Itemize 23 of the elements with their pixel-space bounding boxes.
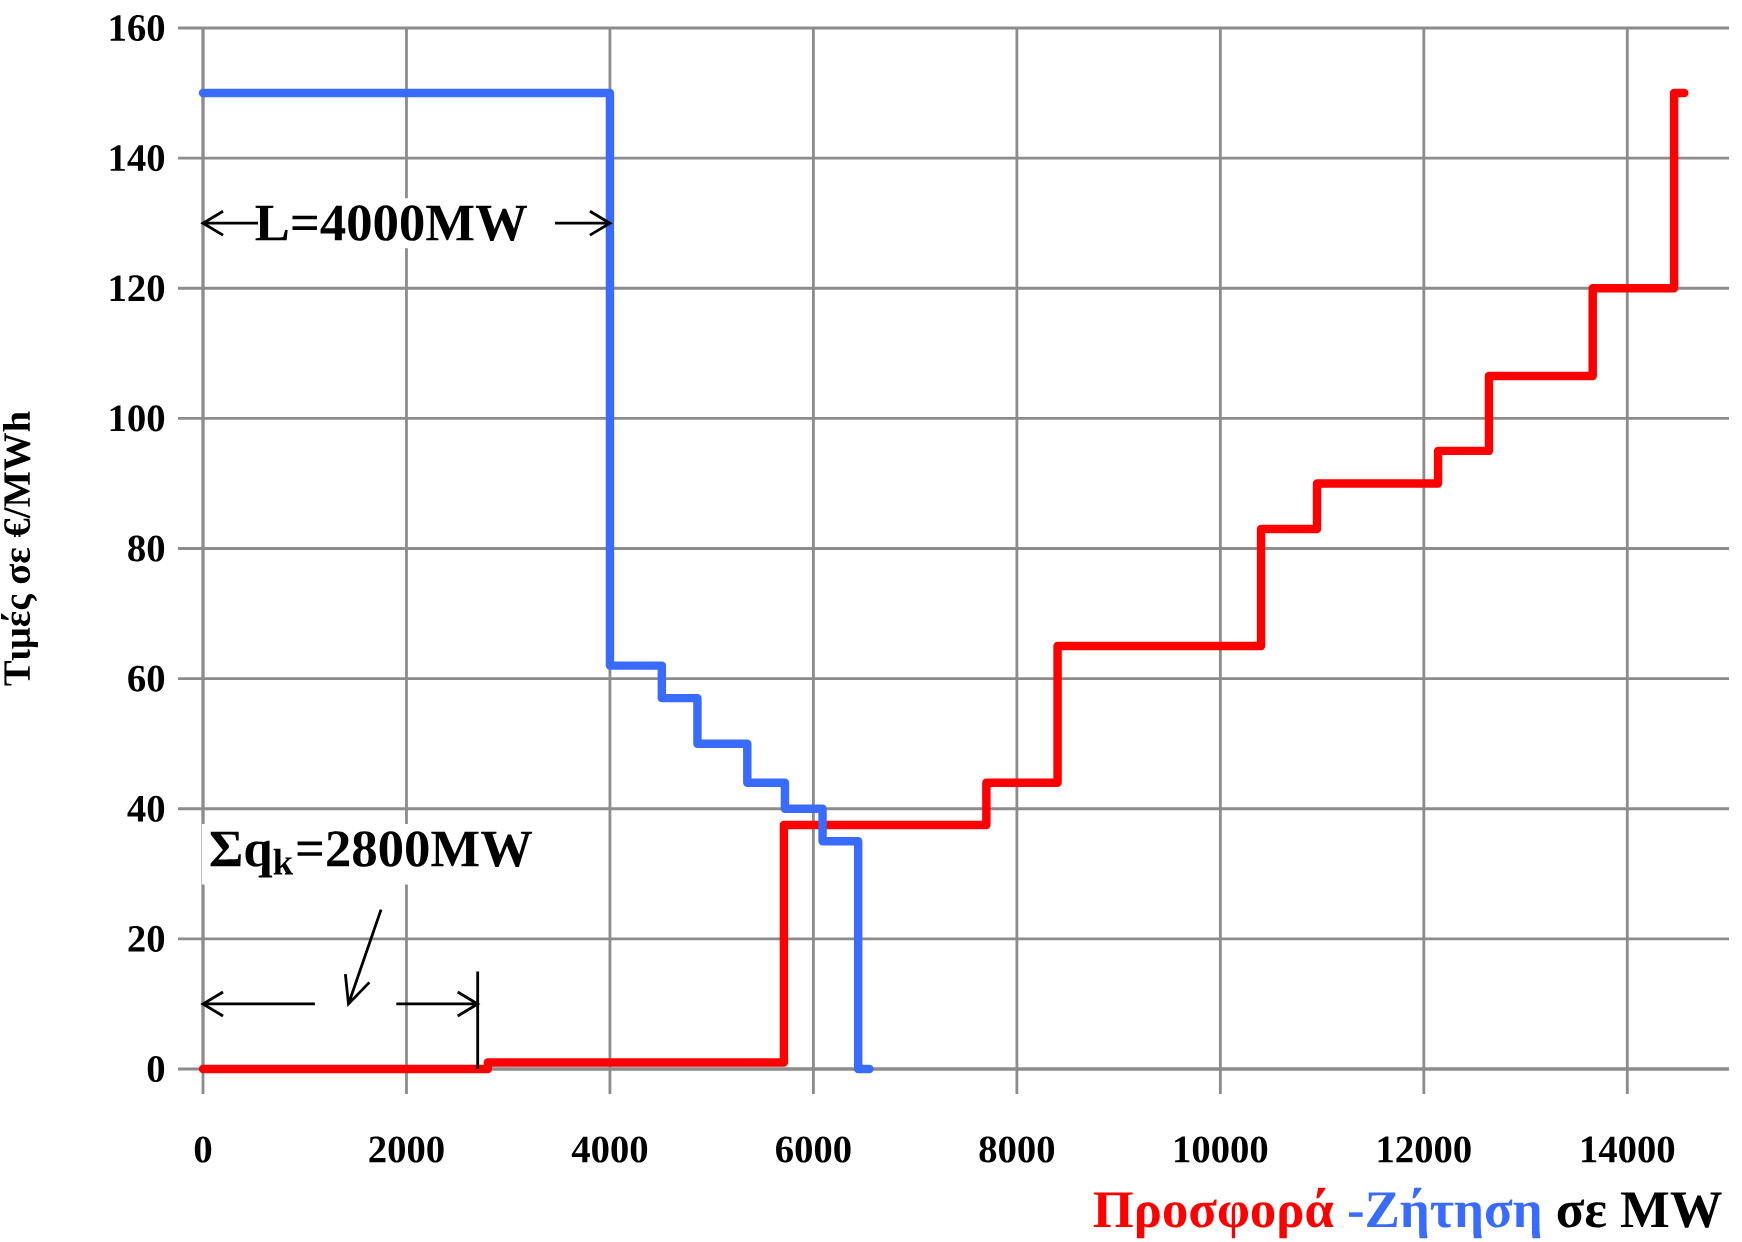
- y-tick-label: 140: [110, 145, 165, 172]
- x-tick-label: 0: [194, 1136, 212, 1163]
- y-tick-label: 80: [128, 535, 165, 562]
- y-tick-label: 120: [110, 275, 165, 302]
- y-tick-label: 20: [128, 925, 165, 952]
- y-axis-title: Τιμές σε €/MWh: [1, 411, 38, 686]
- y-tick-label: 40: [127, 795, 165, 822]
- text: Προσφορά: [1093, 1187, 1334, 1239]
- y-tick-label: 0: [147, 1055, 165, 1083]
- y-tick-label: 100: [110, 405, 165, 432]
- x-axis-title: σε MW: [1557, 1192, 1722, 1228]
- y-tick-label: 60: [128, 665, 165, 692]
- x-tick-label: 4000: [571, 1136, 648, 1163]
- annotation: L=4000MW: [255, 205, 527, 242]
- x-tick-label: 14000: [1582, 1136, 1675, 1163]
- annotation: Σq$_{k}$=2800MW: [210, 831, 533, 878]
- x-tick-label: 12000: [1378, 1136, 1471, 1163]
- x-tick-label: 8000: [979, 1136, 1055, 1163]
- text: -Ζήτηση: [1348, 1187, 1541, 1239]
- y-tick-label: 160: [110, 14, 165, 42]
- x-tick-label: 2000: [369, 1136, 444, 1163]
- x-tick-label: 6000: [776, 1136, 851, 1163]
- x-tick-label: 10000: [1175, 1136, 1268, 1163]
